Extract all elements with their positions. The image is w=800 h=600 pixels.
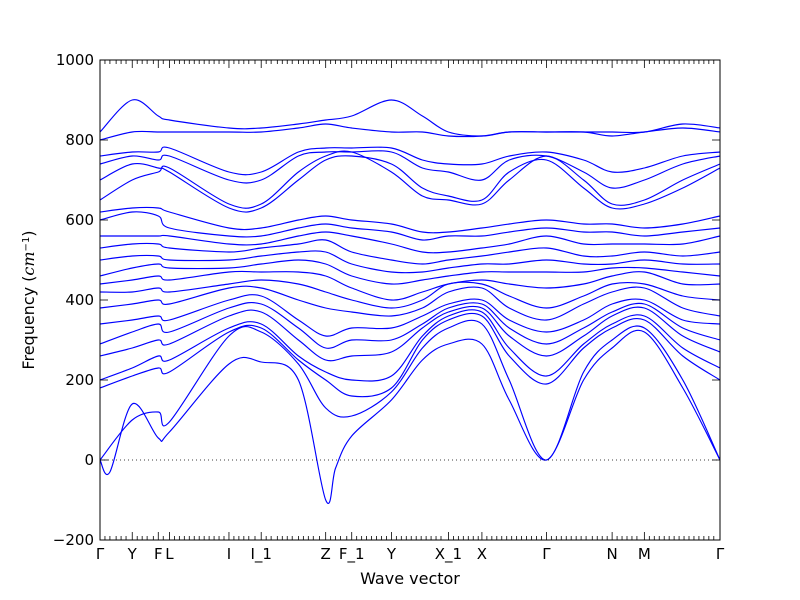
band-line-17 bbox=[100, 151, 720, 208]
y-tick-label: 400 bbox=[65, 291, 94, 309]
band-line-14 bbox=[100, 232, 720, 253]
x-tick-label: F_1 bbox=[339, 545, 365, 564]
x-tick-label: Γ bbox=[542, 545, 551, 563]
x-axis-label: Wave vector bbox=[360, 569, 460, 588]
band-line-3 bbox=[100, 313, 720, 396]
y-tick-labels: −200 0 200 400 600 800 1000 bbox=[53, 51, 94, 549]
x-tick-label: Γ bbox=[96, 545, 105, 563]
y-axis-label: Frequency (cm−1) bbox=[19, 230, 38, 369]
x-tick-label: I bbox=[227, 545, 231, 563]
band-line-2 bbox=[100, 320, 720, 460]
x-tick-label: Γ bbox=[716, 545, 725, 563]
x-tick-label: M bbox=[638, 545, 651, 563]
x-tick-label: I_1 bbox=[250, 545, 271, 564]
band-line-22 bbox=[100, 100, 720, 136]
band-line-18 bbox=[100, 156, 720, 212]
band-line-9 bbox=[100, 280, 720, 308]
band-line-10 bbox=[100, 271, 720, 300]
x-tick-label: Z bbox=[321, 545, 331, 563]
x-tick-label: X_1 bbox=[435, 545, 462, 564]
band-line-11 bbox=[100, 260, 720, 284]
x-tick-label: F bbox=[154, 545, 163, 563]
x-tick-label: N bbox=[607, 545, 618, 563]
y-tick-label: 0 bbox=[84, 451, 94, 469]
x-tick-label: X bbox=[477, 545, 487, 563]
y-tick-label: −200 bbox=[53, 531, 94, 549]
band-lines bbox=[100, 100, 720, 504]
x-tick-label: Y bbox=[386, 545, 397, 563]
x-tick-label: L bbox=[165, 545, 174, 563]
band-line-7 bbox=[100, 295, 720, 336]
band-line-8 bbox=[100, 286, 720, 320]
x-tick-label: Y bbox=[127, 545, 138, 563]
y-tick-label: 800 bbox=[65, 131, 94, 149]
y-tick-label: 200 bbox=[65, 371, 94, 389]
band-line-16 bbox=[100, 207, 720, 232]
y-tick-label: 600 bbox=[65, 211, 94, 229]
y-tick-label: 1000 bbox=[56, 51, 94, 69]
x-tick-labels: Γ Y F L I I_1 Z F_1 Y X_1 X Γ N M Γ bbox=[96, 545, 725, 564]
